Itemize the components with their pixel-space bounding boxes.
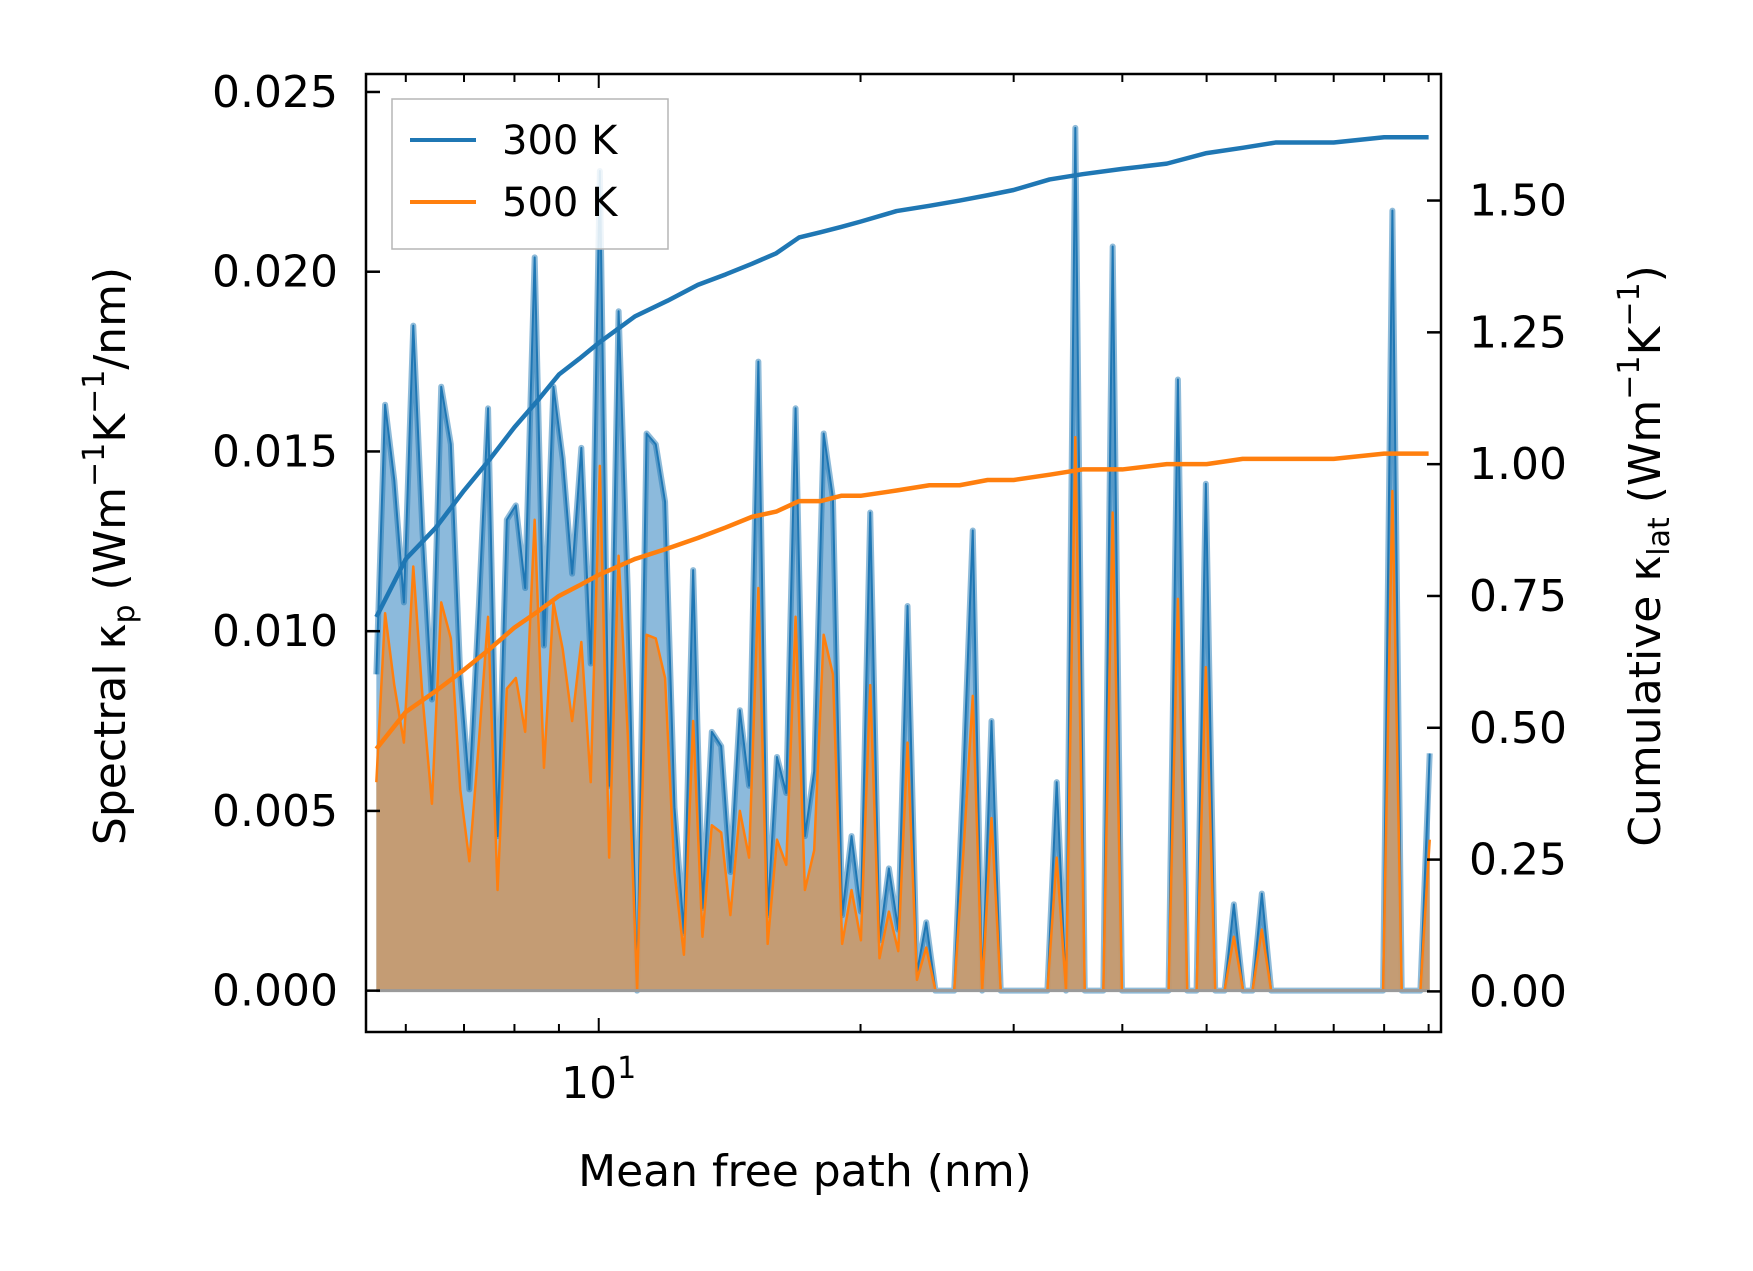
left-label-superscript: −1 [77, 370, 112, 414]
right-y-tick-label: 1.00 [1469, 439, 1567, 490]
left-y-tick-label: 0.000 [212, 966, 338, 1017]
x-tick-label: 101 [561, 1051, 636, 1109]
left-label-part: K [85, 413, 136, 443]
legend-label-300k: 300 K [502, 118, 619, 164]
left-y-tick-label: 0.005 [212, 786, 338, 837]
axes-frame [364, 72, 1443, 1034]
cumulative-line-300k [374, 135, 1429, 619]
right-label-part: ) [1620, 265, 1671, 282]
cumulative-line-500k [374, 451, 1429, 751]
right-y-tick-label: 0.25 [1469, 835, 1567, 886]
left-label-part: (Wm [85, 487, 136, 605]
right-y-tick-label: 0.50 [1469, 703, 1567, 754]
spectral-layer [373, 124, 1433, 994]
left-y-tick-label: 0.025 [212, 67, 338, 118]
left-y-tick-label: 0.015 [212, 426, 338, 477]
x-tick-label-base: 10 [561, 1058, 617, 1109]
left-label-superscript: −1 [77, 443, 112, 487]
right-label-superscript: −1 [1612, 282, 1647, 326]
right-label-part: K [1620, 325, 1671, 355]
right-label-superscript: −1 [1612, 355, 1647, 399]
right-y-axis-title: Cumulative κlat (Wm−1K−1) [1612, 265, 1677, 847]
left-y-axis-title: Spectral κp (Wm−1K−1/nm) [77, 267, 142, 845]
svg-text:Spectral κp (Wm−1K−1/nm): Spectral κp (Wm−1K−1/nm) [77, 267, 142, 845]
right-label-part: (Wm [1620, 400, 1671, 518]
left-label-subscript: p [107, 604, 142, 623]
left-y-tick-label: 0.010 [212, 606, 338, 657]
right-y-tick-label: 0.00 [1469, 966, 1567, 1017]
spectral-area-500k [376, 437, 1430, 991]
legend-box [391, 98, 669, 250]
spectral-line-500k [375, 435, 1431, 992]
x-tick-label-exponent: 1 [617, 1051, 636, 1086]
right-y-tick-label: 0.75 [1469, 571, 1567, 622]
left-label-part: /nm) [85, 267, 136, 370]
ticks-layer: 0.000 0.005 0.010 0.015 0.020 0.025 0.00 0.25 0.… [212, 67, 1567, 1109]
left-y-tick-label: 0.020 [212, 247, 338, 298]
right-label-part: Cumulative κ [1620, 556, 1671, 847]
right-label-subscript: lat [1642, 517, 1677, 556]
x-axis-title: Mean free path (nm) [578, 1146, 1032, 1197]
left-label-part: Spectral κ [85, 624, 136, 846]
legend-label-500k: 500 K [502, 180, 619, 226]
right-y-tick-label: 1.25 [1469, 307, 1567, 358]
cumulative-layer [374, 135, 1429, 751]
svg-text:Cumulative κlat (Wm−1K−1): Cumulative κlat (Wm−1K−1) [1612, 265, 1677, 847]
legend: 300 K 500 K [391, 98, 669, 250]
right-y-tick-label: 1.50 [1469, 176, 1567, 227]
